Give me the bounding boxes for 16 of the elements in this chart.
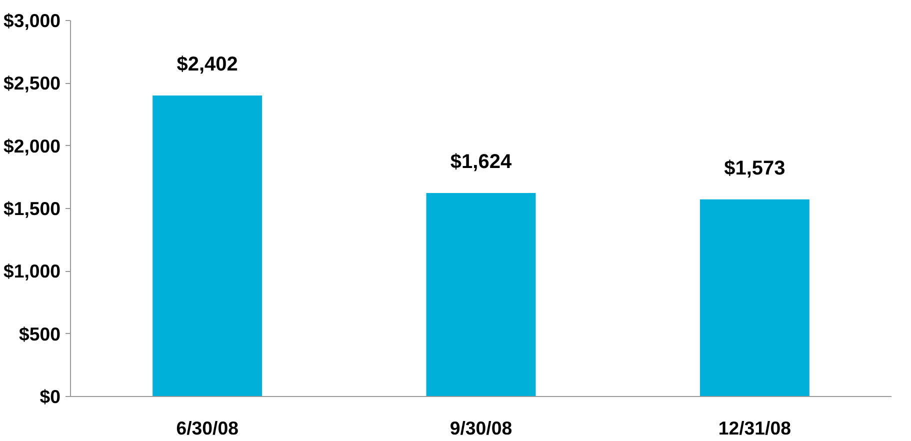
y-tick-label: $2,000 bbox=[3, 135, 60, 156]
y-tick-label: $500 bbox=[18, 323, 61, 344]
bar bbox=[426, 192, 536, 396]
x-tick-label: 12/31/08 bbox=[718, 418, 791, 438]
y-tick-label: $3,000 bbox=[3, 10, 60, 31]
y-tick-label: $1,000 bbox=[3, 260, 60, 282]
data-label: $2,402 bbox=[176, 53, 238, 76]
data-label: $1,624 bbox=[450, 150, 512, 173]
x-tick-label: 9/30/08 bbox=[450, 418, 512, 438]
bar bbox=[152, 95, 262, 396]
y-tick-label: $0 bbox=[40, 386, 61, 407]
x-tick-label: 6/30/08 bbox=[176, 418, 238, 438]
bar bbox=[700, 199, 810, 396]
data-label: $1,573 bbox=[724, 157, 786, 180]
y-tick-label: $2,500 bbox=[3, 72, 60, 94]
y-tick-label: $1,500 bbox=[3, 198, 60, 219]
